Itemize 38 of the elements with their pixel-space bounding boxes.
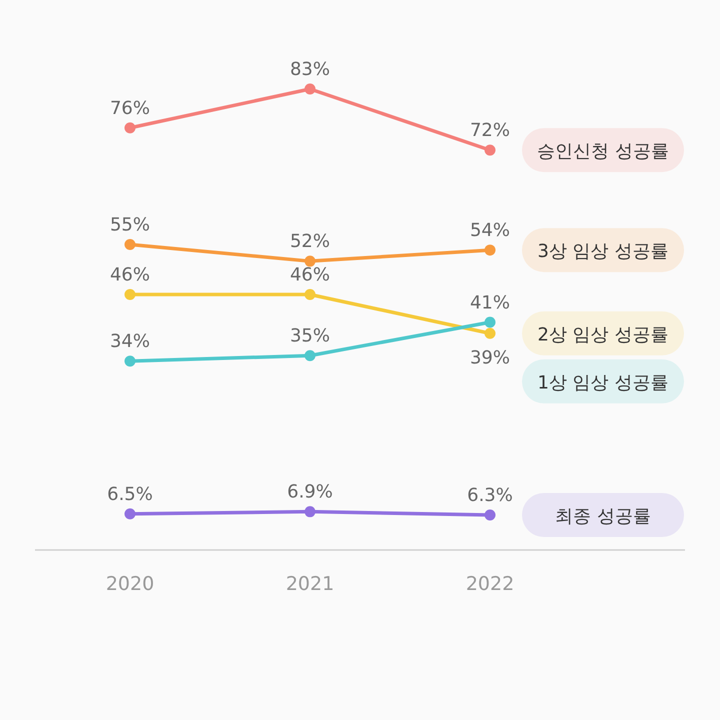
data-label: 52%	[290, 231, 330, 252]
data-label: 72%	[470, 120, 510, 142]
point	[304, 289, 316, 300]
x-tick-label: 2022	[466, 573, 514, 595]
point	[484, 328, 496, 339]
data-label: 54%	[470, 220, 510, 242]
data-label: 6.3%	[467, 485, 513, 506]
data-label: 83%	[290, 59, 330, 80]
text: 최종 성공률	[555, 506, 651, 528]
point	[484, 144, 496, 156]
point	[124, 356, 136, 367]
text: 승인신청 성공률	[537, 141, 669, 162]
point	[124, 122, 136, 134]
text: 3상 임상 성공률	[538, 241, 668, 262]
data-label: 34%	[110, 331, 150, 352]
data-label: 46%	[290, 264, 330, 286]
point	[304, 256, 316, 267]
data-label: 76%	[110, 98, 150, 119]
data-label: 35%	[290, 326, 330, 347]
data-label: 55%	[110, 214, 150, 236]
data-label: 46%	[110, 264, 150, 286]
data-label: 6.5%	[107, 484, 153, 505]
point	[484, 316, 496, 328]
point	[304, 506, 316, 518]
point	[484, 244, 496, 256]
data-label: 39%	[470, 347, 510, 368]
point	[124, 239, 136, 250]
data-label: 6.9%	[287, 482, 333, 503]
point	[484, 510, 496, 521]
x-tick-label: 2021	[286, 573, 334, 595]
point	[124, 289, 136, 300]
point	[304, 84, 316, 94]
point	[124, 508, 136, 520]
data-label: 41%	[470, 292, 510, 314]
x-tick-label: 2020	[106, 573, 154, 595]
point	[304, 350, 316, 362]
text: 2상 임상 성공률	[538, 324, 668, 346]
text: 1상 임상 성공률	[538, 372, 668, 394]
